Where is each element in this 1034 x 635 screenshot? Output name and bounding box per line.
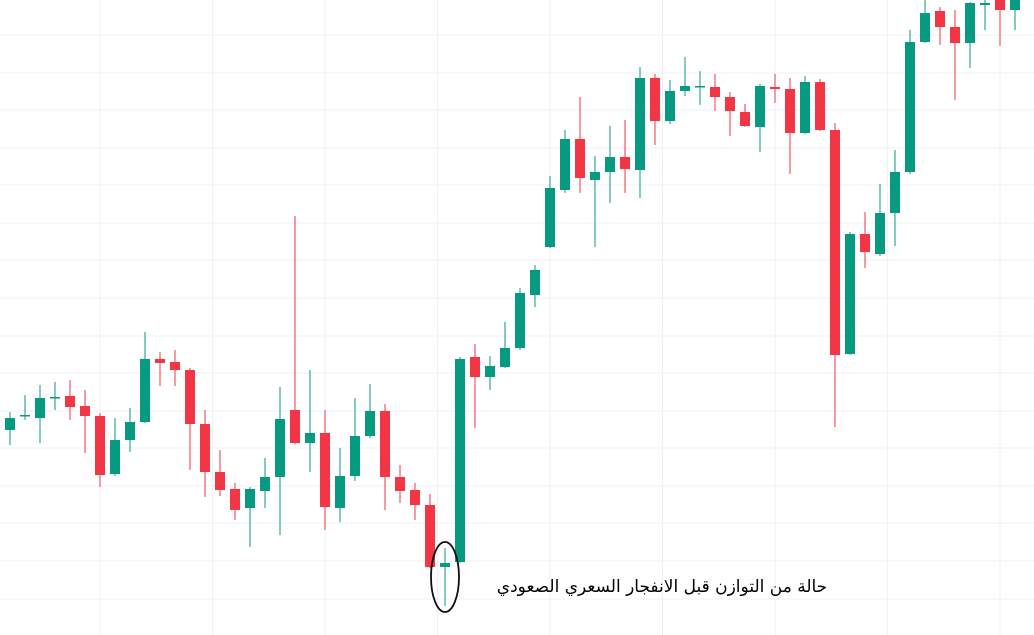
candle-body: [65, 396, 76, 407]
candle-body: [125, 422, 136, 440]
candle-body: [649, 78, 660, 121]
candle-body: [799, 82, 810, 133]
candle-body: [185, 370, 196, 424]
candle-body: [844, 234, 855, 354]
candle-body: [949, 27, 960, 43]
candle-body: [964, 3, 975, 43]
candle-body: [784, 89, 795, 133]
candle-body: [515, 293, 525, 348]
candle-body: [814, 82, 825, 130]
candle-body: [260, 477, 271, 491]
candle-body: [574, 139, 585, 178]
candle-body: [455, 359, 466, 562]
candle-body: [1009, 0, 1020, 10]
candle-body: [874, 213, 885, 254]
candle-body: [200, 424, 211, 472]
candle-body: [140, 359, 151, 422]
candle-body: [739, 112, 750, 126]
candle-body: [320, 433, 331, 507]
candle-body: [994, 0, 1005, 10]
candle-body: [440, 563, 451, 567]
candle-body: [20, 415, 31, 417]
candle-body: [290, 410, 301, 443]
candles: [5, 0, 1020, 606]
candle-body: [829, 130, 840, 355]
candle-body: [889, 172, 900, 213]
candle-body: [934, 11, 945, 27]
candle-body: [485, 366, 496, 377]
candle-body: [694, 86, 705, 88]
candle-body: [619, 157, 630, 169]
candle-body: [634, 78, 645, 170]
candle-body: [664, 91, 675, 121]
candle-body: [110, 440, 121, 474]
candle-body: [245, 489, 256, 508]
candle-body: [709, 87, 720, 97]
candle-body: [425, 505, 436, 567]
candle-body: [350, 436, 361, 476]
candle-body: [155, 359, 166, 363]
candle-body: [5, 418, 16, 430]
candle-body: [365, 411, 376, 436]
candle-body: [305, 433, 316, 443]
candle-body: [230, 489, 241, 510]
candle-body: [95, 416, 106, 475]
candle-body: [544, 188, 555, 247]
candle-body: [35, 398, 46, 418]
candle-body: [979, 3, 990, 5]
candle-body: [859, 234, 870, 252]
candle-body: [604, 157, 615, 172]
candle-body: [754, 86, 765, 127]
candle-body: [470, 357, 481, 377]
candle-body: [170, 362, 181, 370]
candle-body: [380, 411, 391, 477]
annotations: حالة من التوازن قبل الانفجار السعري الصع…: [430, 541, 827, 613]
candle-body: [679, 86, 690, 91]
candle-body: [80, 406, 91, 416]
candle-body: [410, 490, 421, 505]
candle-body: [335, 476, 346, 508]
candle-body: [50, 397, 61, 399]
candle-body: [589, 172, 600, 180]
candle-body: [559, 139, 570, 190]
candle-body: [215, 472, 226, 490]
annotation: حالة من التوازن قبل الانفجار السعري الصع…: [497, 577, 827, 597]
candle-body: [769, 87, 780, 89]
candle-body: [904, 42, 915, 172]
candle-body: [275, 419, 286, 477]
candle-body: [395, 477, 406, 491]
highlight-ellipse: [430, 541, 460, 613]
candle-body: [500, 348, 511, 367]
candle-body: [919, 13, 930, 42]
candle-body: [529, 270, 540, 295]
candle-body: [724, 97, 735, 111]
